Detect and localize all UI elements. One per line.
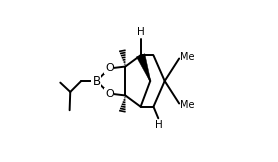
Text: Me: Me xyxy=(180,52,194,62)
Text: B: B xyxy=(92,75,101,87)
Text: H: H xyxy=(137,27,145,37)
Text: Me: Me xyxy=(180,100,194,110)
Text: O: O xyxy=(105,88,114,98)
Polygon shape xyxy=(136,54,151,81)
Text: H: H xyxy=(155,120,163,130)
Text: O: O xyxy=(105,64,114,74)
